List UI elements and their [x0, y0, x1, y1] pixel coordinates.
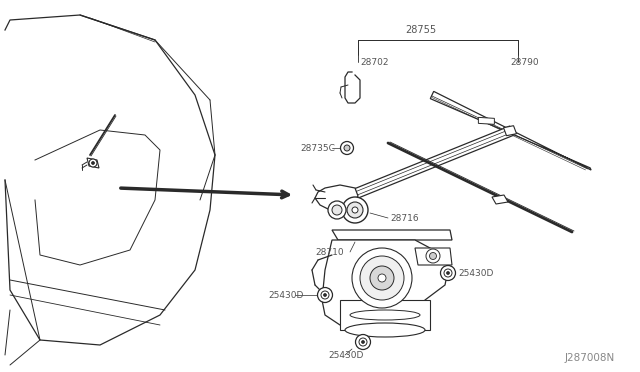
Circle shape — [317, 288, 333, 302]
Circle shape — [447, 272, 449, 275]
Polygon shape — [87, 158, 99, 168]
Circle shape — [323, 294, 326, 296]
Circle shape — [440, 266, 456, 280]
Text: 25430D: 25430D — [328, 350, 364, 359]
Text: 28790: 28790 — [510, 58, 539, 67]
Polygon shape — [504, 126, 516, 136]
Ellipse shape — [350, 310, 420, 320]
Text: 28735C: 28735C — [300, 144, 335, 153]
Text: 25430D: 25430D — [458, 269, 493, 278]
Ellipse shape — [345, 323, 425, 337]
Polygon shape — [338, 126, 513, 205]
Polygon shape — [340, 300, 430, 330]
Text: 28716: 28716 — [390, 214, 419, 222]
Circle shape — [344, 145, 350, 151]
Polygon shape — [315, 185, 358, 212]
Circle shape — [92, 161, 95, 164]
Circle shape — [360, 256, 404, 300]
Circle shape — [426, 249, 440, 263]
Text: 28755: 28755 — [405, 25, 436, 35]
Circle shape — [321, 291, 329, 299]
Circle shape — [352, 248, 412, 308]
Circle shape — [444, 269, 452, 277]
Circle shape — [355, 334, 371, 350]
Polygon shape — [415, 248, 452, 265]
Circle shape — [378, 274, 386, 282]
Polygon shape — [478, 117, 494, 124]
Circle shape — [352, 207, 358, 213]
Polygon shape — [430, 92, 591, 170]
Circle shape — [89, 159, 97, 167]
Polygon shape — [332, 230, 452, 240]
Text: 28702: 28702 — [360, 58, 388, 67]
Polygon shape — [322, 240, 448, 330]
Circle shape — [429, 253, 436, 260]
Text: 25430D: 25430D — [268, 291, 303, 299]
Circle shape — [342, 197, 368, 223]
Circle shape — [347, 202, 363, 218]
Text: 28710: 28710 — [315, 247, 344, 257]
Circle shape — [328, 201, 346, 219]
Text: J287008N: J287008N — [565, 353, 615, 363]
Circle shape — [332, 205, 342, 215]
Circle shape — [362, 340, 365, 343]
Circle shape — [340, 141, 353, 154]
Polygon shape — [492, 195, 508, 204]
Circle shape — [359, 338, 367, 346]
Circle shape — [370, 266, 394, 290]
